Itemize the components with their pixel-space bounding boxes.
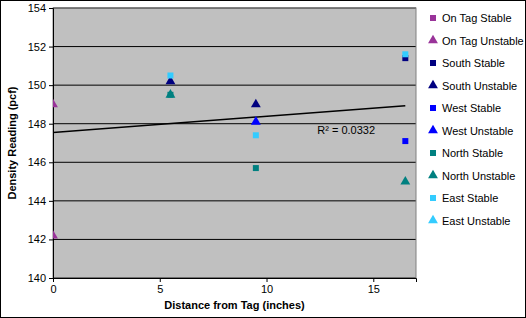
point [251, 116, 261, 125]
tick-label: 142 [28, 233, 46, 245]
grid [53, 8, 416, 278]
tick: 10 [261, 278, 273, 295]
legend-marker [428, 35, 438, 44]
tick-mark [49, 124, 53, 125]
legend-label: South Stable [442, 57, 505, 69]
tick-label: 152 [28, 41, 46, 53]
tick-label: 5 [157, 283, 163, 295]
x-axis-title: Distance from Tag (inches) [164, 299, 305, 311]
tick: 144 [28, 195, 53, 207]
tick-mark [49, 201, 53, 202]
tick-label: 154 [28, 2, 46, 14]
series [166, 89, 411, 184]
point [53, 230, 58, 239]
tick-mark [49, 47, 53, 48]
tick: 150 [28, 79, 53, 91]
tick-label: 146 [28, 156, 46, 168]
legend-label: North Stable [442, 147, 503, 159]
tick-mark [49, 239, 53, 240]
grid-line [53, 162, 416, 163]
tick-label: 150 [28, 79, 46, 91]
legend-marker [428, 80, 438, 89]
series [167, 51, 408, 138]
axis-line [54, 279, 417, 283]
series [166, 76, 261, 108]
tick-mark [49, 8, 53, 9]
plot-area [53, 8, 416, 278]
grid-line [53, 200, 416, 201]
legend-label: On Tag Stable [442, 12, 512, 24]
x-axis: 0 5 10 15 [50, 278, 416, 295]
tick: 15 [368, 278, 380, 295]
series [251, 116, 261, 125]
y-axis: 140 142 144 146 148 150 152 154 [28, 2, 54, 284]
series [402, 138, 408, 144]
legend-label: On Tag Unstable [442, 35, 524, 47]
legend-marker [428, 170, 438, 179]
legend-label: North Unstable [442, 170, 515, 182]
point [400, 176, 410, 185]
legend-marker [430, 150, 436, 156]
tick: 142 [28, 233, 53, 245]
axis-line [49, 9, 54, 279]
point [251, 99, 261, 108]
tick: 0 [50, 278, 56, 295]
legend-label: East Unstable [442, 215, 510, 227]
y-axis-title: Density Reading (pcf) [6, 86, 18, 199]
point [253, 132, 259, 138]
grid-line [53, 85, 416, 86]
tick-label: 15 [368, 283, 380, 295]
grid-line [53, 46, 416, 47]
tick-mark [49, 278, 53, 279]
legend-marker [430, 60, 436, 66]
tick-mark [267, 278, 268, 282]
tick-mark [160, 278, 161, 282]
tick: 146 [28, 156, 53, 168]
legend-marker [428, 125, 438, 134]
legend-marker [430, 195, 436, 201]
legend-label: West Unstable [442, 125, 513, 137]
tick: 148 [28, 118, 53, 130]
tick: 154 [28, 2, 53, 14]
tick: 5 [157, 278, 163, 295]
point [166, 89, 176, 98]
point [53, 99, 58, 108]
point [253, 165, 259, 171]
tick-mark [373, 278, 374, 282]
point [167, 73, 173, 79]
background [1, 1, 526, 318]
tick: 152 [28, 41, 53, 53]
grid-line [53, 239, 416, 240]
legend-marker [430, 105, 436, 111]
trend-label: R² = 0.0332 [317, 124, 375, 136]
legend-label: West Stable [442, 102, 501, 114]
tick-mark [49, 162, 53, 163]
legend-marker [428, 215, 438, 224]
point [402, 51, 408, 57]
tick-label: 10 [261, 283, 273, 295]
plot-frame [53, 8, 416, 278]
tick: 140 [28, 272, 53, 284]
tick-label: 140 [28, 272, 46, 284]
point [402, 138, 408, 144]
series [167, 92, 258, 171]
legend-marker [430, 15, 436, 21]
legend: On Tag Stable On Tag Unstable South Stable… [428, 12, 524, 227]
series [53, 99, 58, 239]
tick-label: 148 [28, 118, 46, 130]
tick-mark [49, 85, 53, 86]
marks [53, 51, 410, 238]
legend-label: East Stable [442, 192, 498, 204]
tick-label: 0 [50, 283, 56, 295]
legend-label: South Unstable [442, 80, 517, 92]
tick-label: 144 [28, 195, 46, 207]
